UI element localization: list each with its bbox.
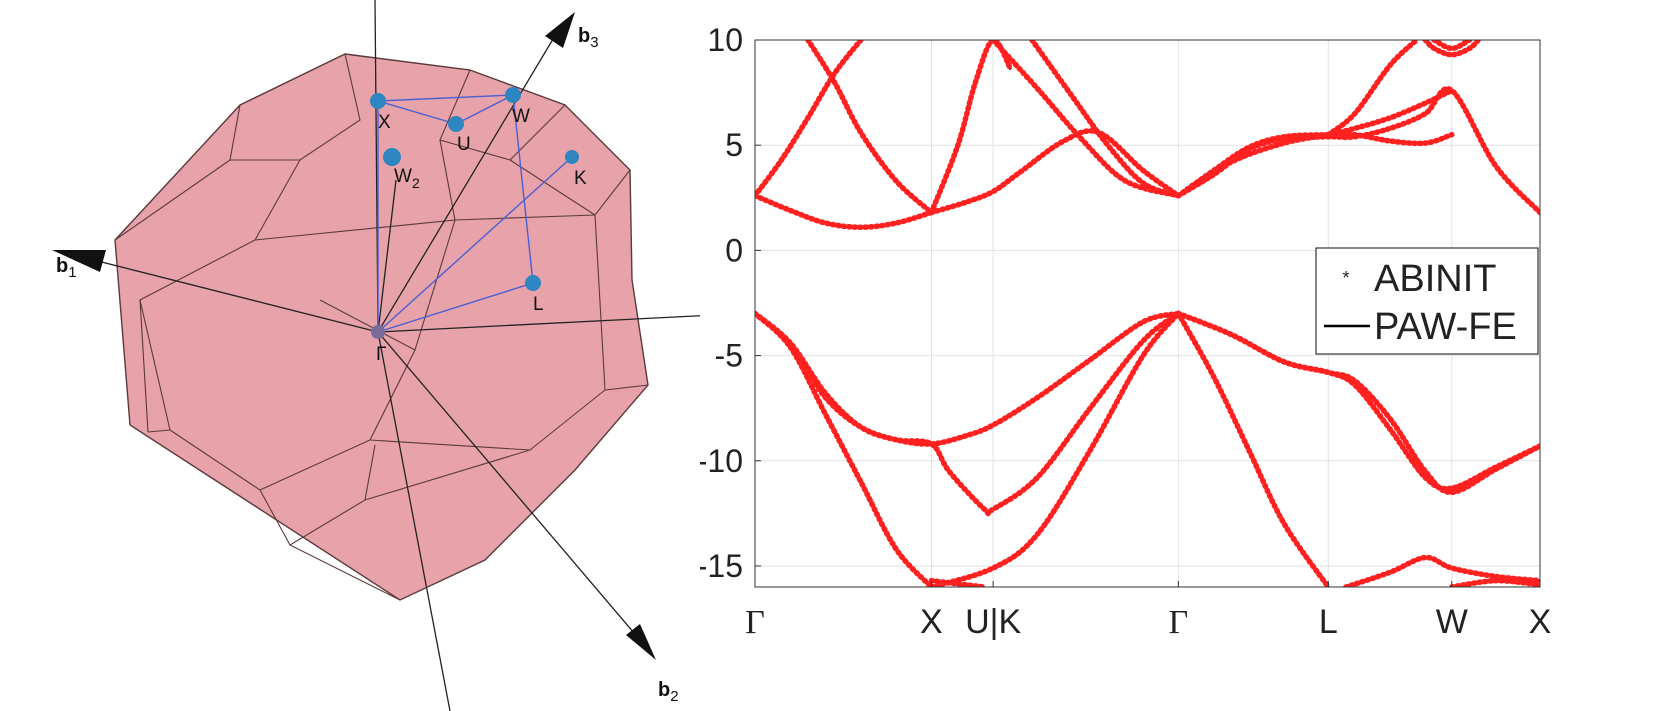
- x-tick-label: L: [1319, 603, 1338, 641]
- label-W2: W2: [394, 166, 420, 191]
- abinit-band-markers: [1422, 40, 1482, 58]
- x-tick-label: X: [920, 603, 943, 641]
- x-tick-label: W: [1436, 603, 1468, 641]
- point-U: [448, 116, 464, 132]
- abinit-band-markers: [755, 192, 935, 230]
- abinit-band-markers: [1029, 40, 1182, 199]
- abinit-band-markers: [1175, 310, 1540, 496]
- band-structure-panel: 10 5 0 -5 -10 -15 Γ X U|K Γ L W X * ABINIT PAW-FE: [700, 0, 1661, 711]
- abinit-band-markers: [755, 40, 864, 199]
- abinit-band-markers: [755, 310, 1182, 447]
- x-tick-labels: Γ X U|K Γ L W X: [745, 581, 1551, 641]
- b3-arrowhead: [545, 12, 575, 48]
- abinit-band-markers: [1325, 40, 1420, 138]
- plot-frame: [754, 39, 1541, 588]
- label-U: U: [457, 134, 471, 155]
- x-tick-label: U|K: [965, 603, 1021, 641]
- y-tick-label: -15: [700, 548, 743, 584]
- band-structure-chart: 10 5 0 -5 -10 -15 Γ X U|K Γ L W X * ABINIT PAW-FE: [700, 22, 1551, 641]
- legend-marker-abinit: *: [1342, 268, 1349, 288]
- brillouin-zone-figure: X U W W2 K L Γ b3 b1 b2: [52, 0, 700, 711]
- abinit-band-markers: [1175, 310, 1332, 587]
- abinit-band-markers: [1175, 87, 1455, 199]
- point-K: [565, 150, 579, 164]
- y-tick-label: -10: [700, 443, 743, 479]
- label-Gamma: Γ: [376, 344, 386, 365]
- abinit-band-markers: [755, 310, 1182, 517]
- y-tick-label: 10: [707, 22, 743, 58]
- abinit-band-markers: [1449, 577, 1540, 587]
- y-tick-label: 5: [725, 127, 743, 163]
- pawfe-band-line: [1030, 40, 1179, 197]
- label-b2: b2: [658, 679, 679, 705]
- brillouin-zone-panel: X U W W2 K L Γ b3 b1 b2: [0, 0, 700, 711]
- abinit-band-markers: [928, 128, 1182, 216]
- legend: * ABINIT PAW-FE: [1315, 247, 1539, 355]
- b2-arrowhead: [626, 624, 656, 660]
- abinit-band-markers: [990, 40, 1182, 199]
- point-Gamma: [371, 325, 385, 339]
- legend-box: [1315, 247, 1539, 355]
- point-X: [370, 93, 386, 109]
- y-tick-label: -5: [715, 338, 743, 374]
- b1-arrowhead: [52, 250, 106, 272]
- label-L: L: [533, 294, 544, 315]
- abinit-band-markers: [755, 310, 935, 587]
- x-tick-label: Γ: [745, 604, 765, 641]
- label-X: X: [378, 112, 391, 133]
- y-tick-labels: 10 5 0 -5 -10 -15: [700, 22, 761, 584]
- y-tick-label: 0: [725, 232, 743, 268]
- abinit-markers: [755, 40, 1540, 587]
- label-b1: b1: [56, 255, 77, 281]
- label-b3: b3: [578, 25, 599, 51]
- abinit-band-markers: [1343, 554, 1540, 587]
- reciprocal-axes: [69, 0, 700, 711]
- point-L: [525, 275, 541, 291]
- legend-label: PAW-FE: [1374, 306, 1517, 348]
- x-tick-label: Γ: [1169, 604, 1189, 641]
- label-K: K: [574, 168, 587, 189]
- abinit-band-markers: [1431, 40, 1473, 52]
- x-tick-label: X: [1529, 603, 1552, 641]
- label-W: W: [512, 106, 530, 127]
- point-W2: [383, 148, 401, 166]
- abinit-band-markers: [1175, 131, 1455, 199]
- abinit-band-markers: [928, 310, 1182, 587]
- point-W: [505, 87, 521, 103]
- legend-label: ABINIT: [1374, 258, 1496, 300]
- k-points: [370, 87, 579, 339]
- abinit-band-markers: [805, 40, 935, 216]
